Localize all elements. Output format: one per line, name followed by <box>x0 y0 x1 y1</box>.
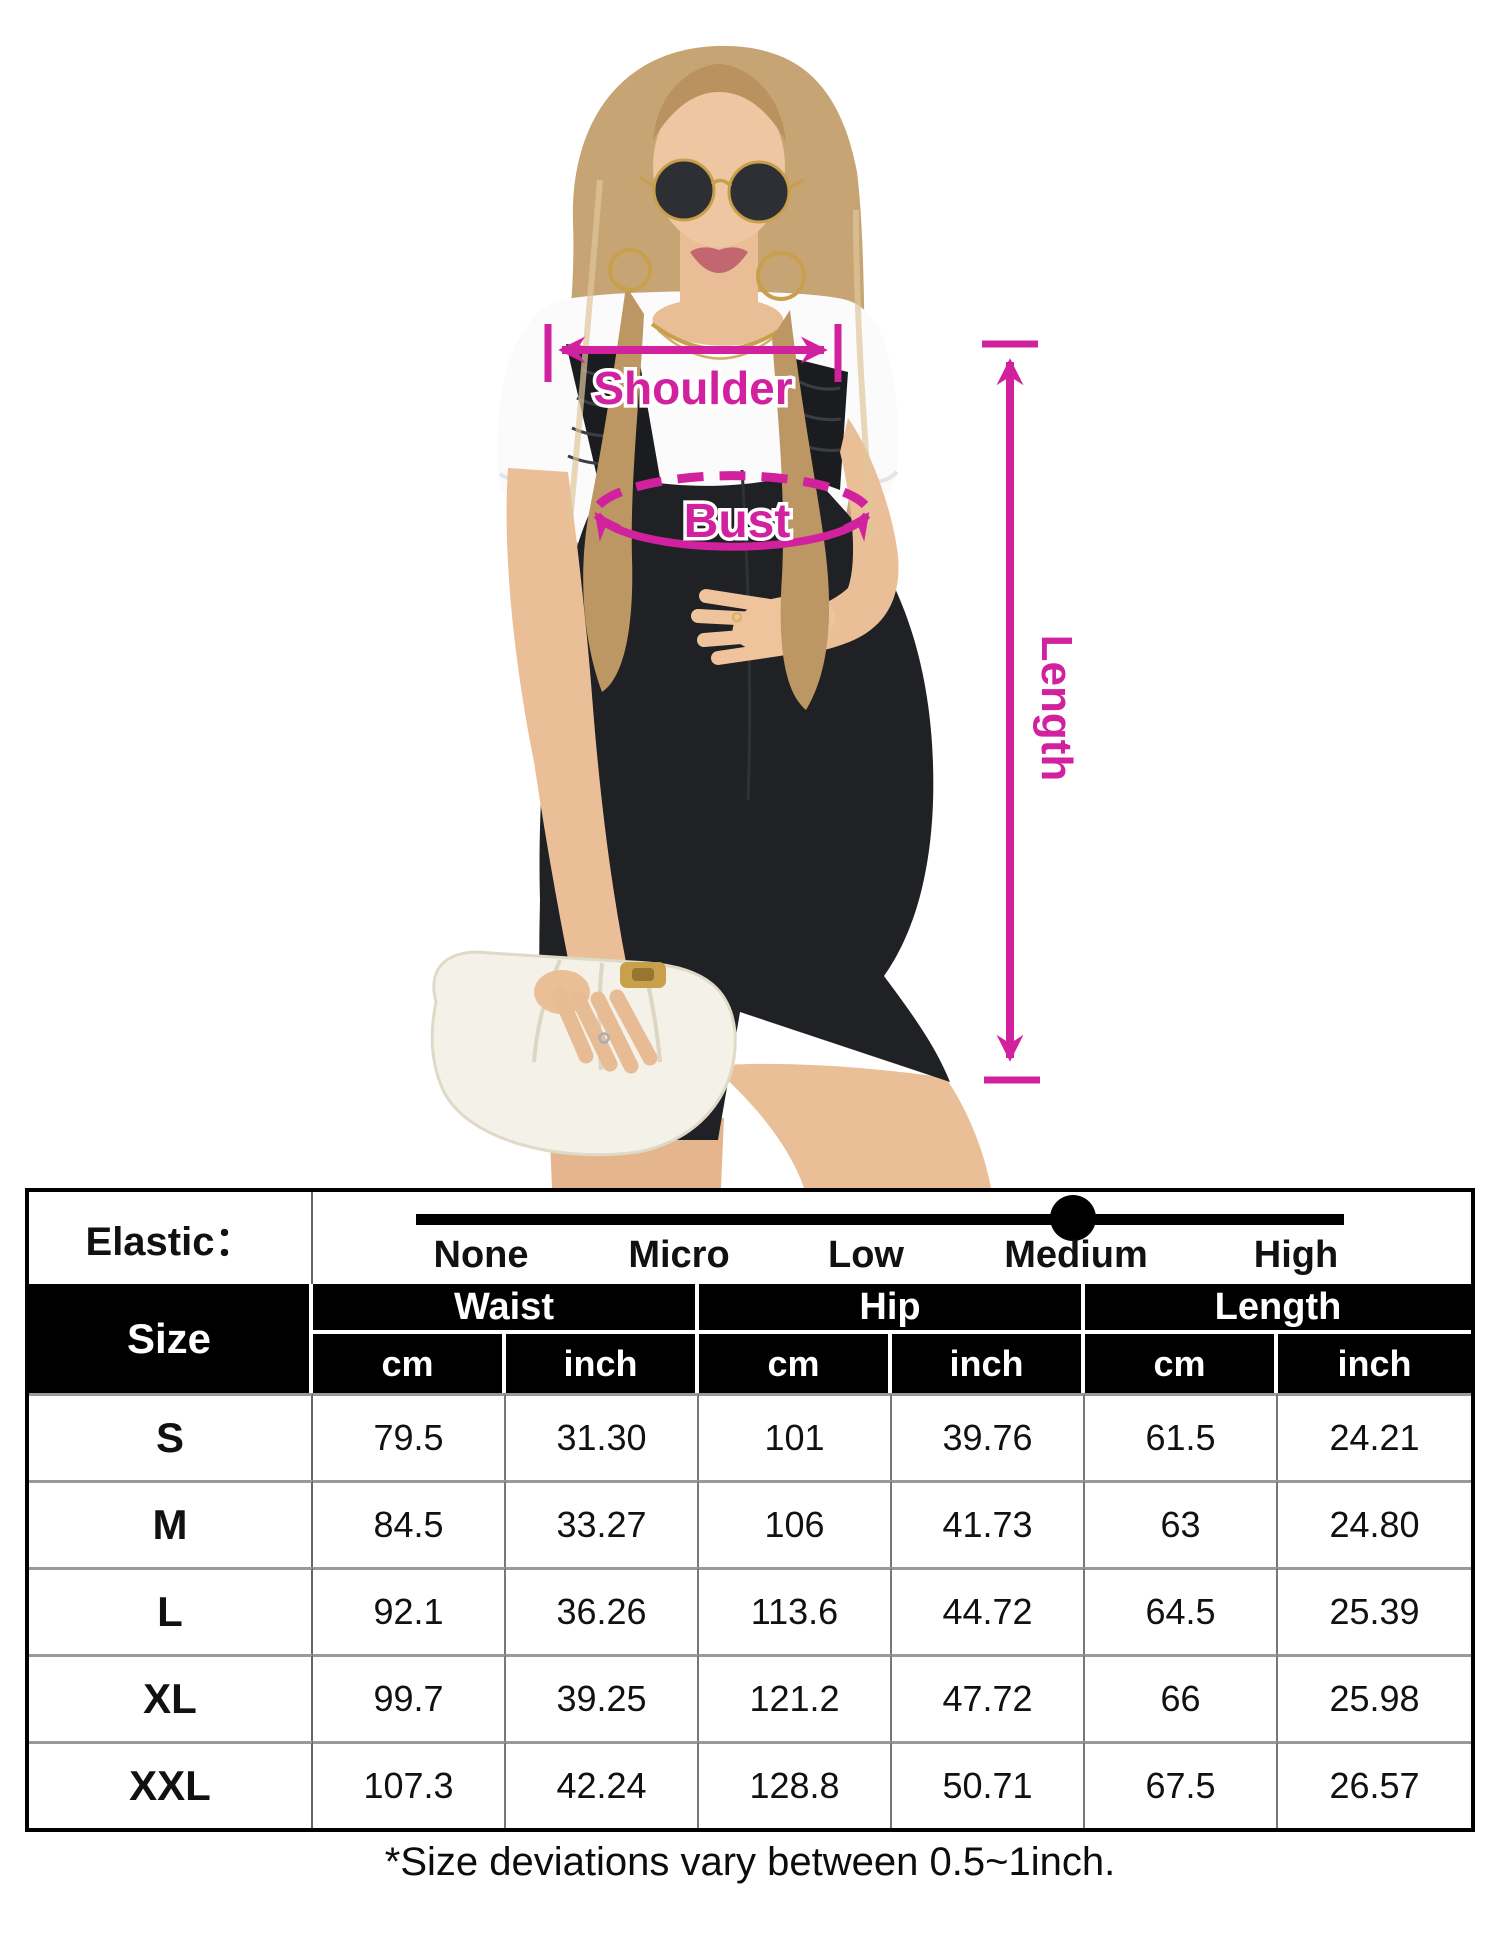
elastic-level-medium: Medium <box>1004 1234 1148 1276</box>
group-header-length: Length <box>1085 1284 1471 1334</box>
bust-label: Bust <box>684 495 791 548</box>
table-cell: 25.39 <box>1278 1567 1471 1654</box>
size-table: Elastic： None Micro Low Medium High Size… <box>25 1188 1475 1832</box>
measurement-annotations: Shoulder Bust Length <box>544 324 1085 1084</box>
table-cell: 79.5 <box>313 1393 506 1480</box>
unit-header: cm <box>1085 1334 1278 1393</box>
table-cell: 66 <box>1085 1654 1278 1741</box>
elastic-slider-knob <box>1050 1195 1096 1241</box>
length-end-ticks <box>982 340 1040 1084</box>
bust-measure: Bust <box>593 471 871 552</box>
size-row-label: XL <box>29 1654 313 1741</box>
elastic-level-micro: Micro <box>628 1234 730 1276</box>
table-cell: 113.6 <box>699 1567 892 1654</box>
table-cell: 44.72 <box>892 1567 1085 1654</box>
photo-svg: Shoulder Bust Length <box>430 45 1085 1188</box>
group-header-waist: Waist <box>313 1284 699 1334</box>
product-photo: Shoulder Bust Length <box>430 45 1085 1188</box>
ring-icon <box>598 1032 610 1044</box>
elastic-level-high: High <box>1253 1234 1339 1276</box>
elastic-slider-track <box>416 1214 1344 1225</box>
table-cell: 36.26 <box>506 1567 699 1654</box>
table-cell: 50.71 <box>892 1741 1085 1828</box>
size-deviation-note: *Size deviations vary between 0.5~1inch. <box>384 1840 1116 1884</box>
bust-ellipse-arrow <box>593 511 871 551</box>
model-figure <box>430 45 991 1188</box>
table-cell: 39.25 <box>506 1654 699 1741</box>
elastic-level-none: None <box>433 1234 529 1276</box>
shoulder-label: Shoulder <box>593 362 792 414</box>
length-measure: Length <box>982 340 1085 1084</box>
hand-on-clutch <box>534 970 658 1074</box>
unit-header: inch <box>506 1334 699 1393</box>
table-cell: 47.72 <box>892 1654 1085 1741</box>
group-header-hip: Hip <box>699 1284 1085 1334</box>
elastic-scale: None Micro Low Medium High <box>313 1192 1471 1284</box>
size-row-label: XXL <box>29 1741 313 1828</box>
table-cell: 41.73 <box>892 1480 1085 1567</box>
strap-ruching-left <box>567 368 633 466</box>
left-arm <box>506 468 632 998</box>
elastic-label: Elastic： <box>29 1192 313 1284</box>
table-cell: 63 <box>1085 1480 1278 1567</box>
table-cell: 92.1 <box>313 1567 506 1654</box>
table-cell: 128.8 <box>699 1741 892 1828</box>
table-cell: 84.5 <box>313 1480 506 1567</box>
table-cell: 24.21 <box>1278 1393 1471 1480</box>
unit-header: cm <box>699 1334 892 1393</box>
size-row-label: L <box>29 1567 313 1654</box>
table-cell: 99.7 <box>313 1654 506 1741</box>
size-row-label: M <box>29 1480 313 1567</box>
size-row-label: S <box>29 1393 313 1480</box>
right-leg <box>712 1063 991 1188</box>
table-cell: 64.5 <box>1085 1567 1278 1654</box>
shoulder-end-ticks <box>544 324 842 382</box>
shoulder-measure: Shoulder <box>544 324 842 418</box>
size-column-header: Size <box>29 1284 313 1393</box>
neck <box>652 228 784 346</box>
length-label: Length <box>1032 635 1081 782</box>
lips <box>690 247 748 273</box>
table-cell: 24.80 <box>1278 1480 1471 1567</box>
bust-ellipse-dashed <box>595 471 869 509</box>
table-cell: 107.3 <box>313 1741 506 1828</box>
table-cell: 101 <box>699 1393 892 1480</box>
ring-icon <box>731 611 743 623</box>
unit-header: inch <box>892 1334 1085 1393</box>
table-cell: 121.2 <box>699 1654 892 1741</box>
unit-header: cm <box>313 1334 506 1393</box>
hair-strand-right <box>772 310 830 710</box>
table-cell: 61.5 <box>1085 1393 1278 1480</box>
sunglasses <box>639 158 804 224</box>
hair-strand-left <box>583 286 644 692</box>
table-cell: 33.27 <box>506 1480 699 1567</box>
table-cell: 25.98 <box>1278 1654 1471 1741</box>
table-cell: 67.5 <box>1085 1741 1278 1828</box>
table-cell: 31.30 <box>506 1393 699 1480</box>
table-cell: 39.76 <box>892 1393 1085 1480</box>
earring-left <box>608 248 652 292</box>
table-cell: 42.24 <box>506 1741 699 1828</box>
right-arm <box>748 418 899 655</box>
elastic-level-low: Low <box>828 1234 904 1276</box>
hair-fringe <box>653 64 786 142</box>
earring-right <box>756 251 806 301</box>
table-cell: 26.57 <box>1278 1741 1471 1828</box>
unit-header: inch <box>1278 1334 1471 1393</box>
table-cell: 106 <box>699 1480 892 1567</box>
